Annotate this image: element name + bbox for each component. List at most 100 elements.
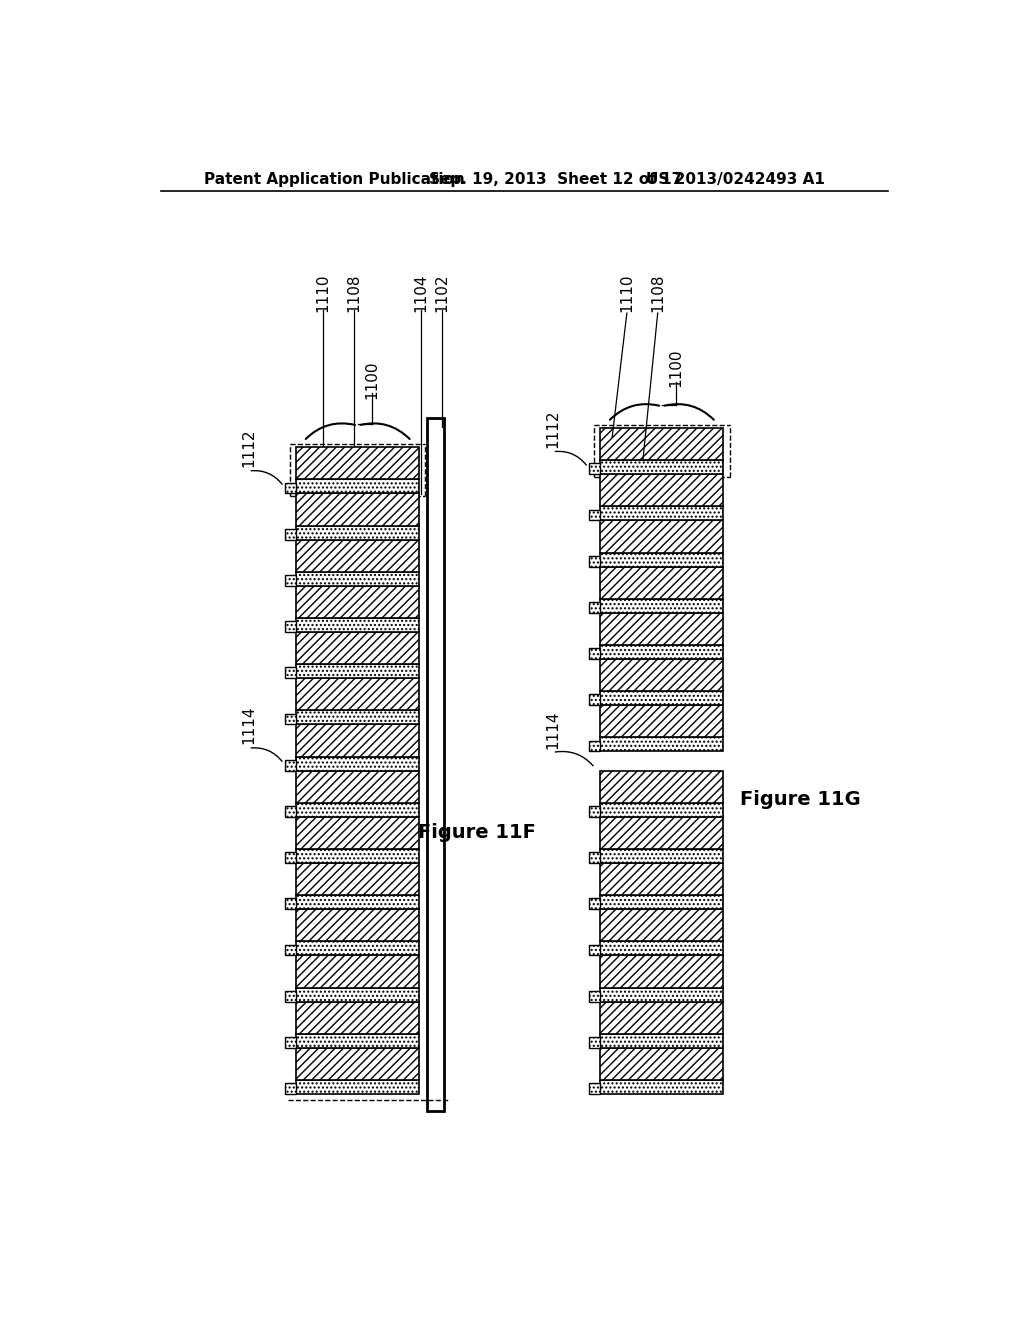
Bar xyxy=(600,705,724,738)
Text: 1110: 1110 xyxy=(620,275,635,313)
Bar xyxy=(600,461,724,474)
Bar xyxy=(296,863,419,895)
Bar xyxy=(296,1080,419,1094)
Bar xyxy=(600,553,724,566)
Bar xyxy=(590,648,600,659)
Bar xyxy=(286,576,296,586)
Bar xyxy=(296,817,419,849)
Text: 1112: 1112 xyxy=(241,429,256,467)
Bar xyxy=(296,572,419,586)
Bar xyxy=(590,694,600,705)
Bar xyxy=(286,945,296,956)
Bar xyxy=(600,1080,724,1094)
Text: Sep. 19, 2013  Sheet 12 of 17: Sep. 19, 2013 Sheet 12 of 17 xyxy=(429,172,683,186)
Bar xyxy=(296,941,419,956)
Bar xyxy=(286,668,296,678)
Bar xyxy=(600,599,724,612)
Bar xyxy=(296,771,419,803)
Bar xyxy=(600,956,724,987)
Bar xyxy=(296,756,419,771)
Bar xyxy=(600,474,724,507)
Bar xyxy=(296,1048,419,1080)
Text: Figure 11G: Figure 11G xyxy=(740,789,861,809)
Bar xyxy=(427,418,444,1111)
Bar xyxy=(600,987,724,1002)
Bar xyxy=(590,853,600,863)
Bar xyxy=(296,710,419,725)
Bar xyxy=(286,807,296,817)
Bar xyxy=(296,1034,419,1048)
Text: 1100: 1100 xyxy=(365,360,379,399)
Bar xyxy=(296,586,419,618)
Bar xyxy=(600,941,724,956)
Bar xyxy=(600,817,724,849)
Bar xyxy=(286,714,296,725)
Bar xyxy=(296,479,419,494)
Bar xyxy=(296,447,419,479)
Text: 1104: 1104 xyxy=(414,275,428,313)
Bar xyxy=(600,692,724,705)
Bar xyxy=(590,602,600,612)
Bar xyxy=(600,803,724,817)
Bar xyxy=(600,428,724,461)
Bar xyxy=(286,529,296,540)
Text: 1114: 1114 xyxy=(545,710,560,748)
Bar xyxy=(600,1048,724,1080)
Bar xyxy=(600,849,724,863)
Bar xyxy=(590,991,600,1002)
Text: 1108: 1108 xyxy=(650,275,666,313)
Bar xyxy=(590,945,600,956)
Bar xyxy=(296,849,419,863)
Text: 1110: 1110 xyxy=(315,275,331,313)
Text: 1114: 1114 xyxy=(241,706,256,744)
Text: 1108: 1108 xyxy=(346,275,361,313)
Bar xyxy=(296,632,419,664)
Bar xyxy=(296,664,419,678)
Bar xyxy=(600,507,724,520)
Bar xyxy=(286,622,296,632)
Bar xyxy=(286,899,296,909)
Bar xyxy=(296,540,419,572)
Bar xyxy=(600,771,724,803)
Text: Figure 11F: Figure 11F xyxy=(418,822,536,842)
Text: 1100: 1100 xyxy=(669,348,683,387)
Bar xyxy=(600,520,724,553)
Text: Patent Application Publication: Patent Application Publication xyxy=(204,172,465,186)
Bar xyxy=(296,956,419,987)
Bar xyxy=(590,556,600,566)
Bar xyxy=(600,863,724,895)
Bar xyxy=(296,987,419,1002)
Bar xyxy=(600,566,724,599)
Bar xyxy=(296,895,419,909)
Bar xyxy=(590,510,600,520)
Bar xyxy=(296,909,419,941)
Bar xyxy=(286,853,296,863)
Bar xyxy=(600,645,724,659)
Bar xyxy=(286,760,296,771)
Bar xyxy=(296,803,419,817)
Bar xyxy=(296,494,419,525)
Bar xyxy=(600,895,724,909)
Bar xyxy=(296,678,419,710)
Text: 1112: 1112 xyxy=(545,409,560,447)
Bar xyxy=(590,1038,600,1048)
Bar xyxy=(296,618,419,632)
Bar xyxy=(600,738,724,751)
Bar xyxy=(600,909,724,941)
Bar xyxy=(296,1002,419,1034)
Bar xyxy=(590,807,600,817)
Bar xyxy=(600,1002,724,1034)
Bar xyxy=(590,463,600,474)
Text: US 2013/0242493 A1: US 2013/0242493 A1 xyxy=(646,172,825,186)
Bar xyxy=(590,1084,600,1094)
Bar xyxy=(286,1038,296,1048)
Bar xyxy=(286,1084,296,1094)
Bar xyxy=(590,741,600,751)
Bar xyxy=(296,525,419,540)
Bar xyxy=(286,483,296,494)
Bar xyxy=(600,659,724,692)
Bar xyxy=(600,612,724,645)
Bar xyxy=(600,1034,724,1048)
Bar xyxy=(286,991,296,1002)
Bar xyxy=(590,899,600,909)
